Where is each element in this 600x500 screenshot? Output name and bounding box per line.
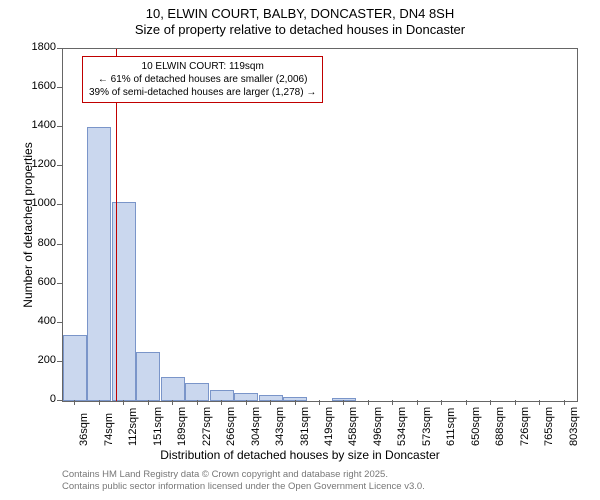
y-tick-label: 600 bbox=[16, 276, 56, 288]
footer-text: Contains HM Land Registry data © Crown c… bbox=[62, 469, 425, 493]
footer-line-2: Contains public sector information licen… bbox=[62, 481, 425, 493]
x-tick-mark bbox=[368, 400, 369, 405]
x-tick-label: 343sqm bbox=[274, 407, 286, 446]
y-tick-label: 1200 bbox=[16, 158, 56, 170]
x-tick-label: 381sqm bbox=[299, 407, 311, 446]
y-tick-label: 1600 bbox=[16, 80, 56, 92]
y-tick-label: 800 bbox=[16, 237, 56, 249]
x-tick-label: 304sqm bbox=[250, 407, 262, 446]
y-tick-label: 1000 bbox=[16, 197, 56, 209]
footer-line-1: Contains HM Land Registry data © Crown c… bbox=[62, 469, 425, 481]
x-tick-label: 112sqm bbox=[127, 408, 139, 446]
x-tick-label: 496sqm bbox=[372, 407, 384, 446]
x-tick-mark bbox=[74, 400, 75, 405]
title-block: 10, ELWIN COURT, BALBY, DONCASTER, DN4 8… bbox=[0, 0, 600, 39]
x-tick-mark bbox=[197, 400, 198, 405]
y-tick-label: 1800 bbox=[16, 41, 56, 53]
y-tick-label: 1400 bbox=[16, 119, 56, 131]
y-axis-label: Number of detached properties bbox=[21, 125, 35, 325]
x-tick-label: 266sqm bbox=[225, 407, 237, 446]
x-tick-label: 534sqm bbox=[396, 407, 408, 446]
histogram-bar bbox=[161, 377, 185, 401]
annotation-line: ← 61% of detached houses are smaller (2,… bbox=[89, 73, 316, 86]
y-tick-mark bbox=[57, 400, 62, 401]
y-tick-label: 400 bbox=[16, 315, 56, 327]
x-tick-mark bbox=[172, 400, 173, 405]
annotation-line: 39% of semi-detached houses are larger (… bbox=[89, 86, 316, 99]
chart-title-sub: Size of property relative to detached ho… bbox=[0, 22, 600, 38]
x-tick-mark bbox=[221, 400, 222, 405]
y-tick-mark bbox=[57, 165, 62, 166]
x-tick-label: 36sqm bbox=[78, 413, 90, 446]
x-tick-mark bbox=[148, 400, 149, 405]
y-tick-label: 0 bbox=[16, 393, 56, 405]
y-tick-mark bbox=[57, 244, 62, 245]
y-tick-mark bbox=[57, 322, 62, 323]
y-tick-mark bbox=[57, 48, 62, 49]
x-tick-mark bbox=[270, 400, 271, 405]
chart-container: 10, ELWIN COURT, BALBY, DONCASTER, DN4 8… bbox=[0, 0, 600, 500]
x-tick-mark bbox=[246, 400, 247, 405]
x-tick-label: 726sqm bbox=[519, 407, 531, 446]
x-tick-mark bbox=[490, 400, 491, 405]
x-tick-mark bbox=[99, 400, 100, 405]
x-tick-label: 74sqm bbox=[103, 413, 115, 446]
annotation-line: 10 ELWIN COURT: 119sqm bbox=[89, 60, 316, 73]
x-tick-label: 803sqm bbox=[568, 407, 580, 446]
x-tick-mark bbox=[466, 400, 467, 405]
histogram-bar bbox=[136, 352, 160, 401]
x-tick-mark bbox=[441, 400, 442, 405]
annotation-box: 10 ELWIN COURT: 119sqm← 61% of detached … bbox=[82, 56, 323, 103]
x-tick-mark bbox=[392, 400, 393, 405]
y-tick-label: 200 bbox=[16, 354, 56, 366]
histogram-bar bbox=[87, 127, 111, 401]
y-tick-mark bbox=[57, 283, 62, 284]
histogram-bar bbox=[185, 383, 209, 401]
x-tick-label: 227sqm bbox=[201, 407, 213, 446]
x-tick-label: 573sqm bbox=[421, 407, 433, 446]
chart-title-main: 10, ELWIN COURT, BALBY, DONCASTER, DN4 8… bbox=[0, 6, 600, 22]
x-tick-label: 151sqm bbox=[152, 407, 164, 446]
x-tick-mark bbox=[295, 400, 296, 405]
y-tick-mark bbox=[57, 204, 62, 205]
y-tick-mark bbox=[57, 126, 62, 127]
x-tick-label: 765sqm bbox=[543, 407, 555, 446]
x-tick-mark bbox=[319, 400, 320, 405]
histogram-bar bbox=[63, 335, 87, 401]
x-tick-mark bbox=[539, 400, 540, 405]
x-axis-label: Distribution of detached houses by size … bbox=[0, 448, 600, 462]
x-tick-mark bbox=[564, 400, 565, 405]
x-tick-label: 458sqm bbox=[347, 407, 359, 446]
x-tick-label: 419sqm bbox=[323, 407, 335, 446]
x-tick-mark bbox=[515, 400, 516, 405]
x-tick-label: 688sqm bbox=[494, 407, 506, 446]
x-tick-mark bbox=[343, 400, 344, 405]
x-tick-label: 650sqm bbox=[470, 407, 482, 446]
x-tick-label: 189sqm bbox=[176, 407, 188, 446]
x-tick-label: 611sqm bbox=[445, 408, 457, 446]
y-tick-mark bbox=[57, 87, 62, 88]
x-tick-mark bbox=[417, 400, 418, 405]
x-tick-mark bbox=[123, 400, 124, 405]
y-tick-mark bbox=[57, 361, 62, 362]
